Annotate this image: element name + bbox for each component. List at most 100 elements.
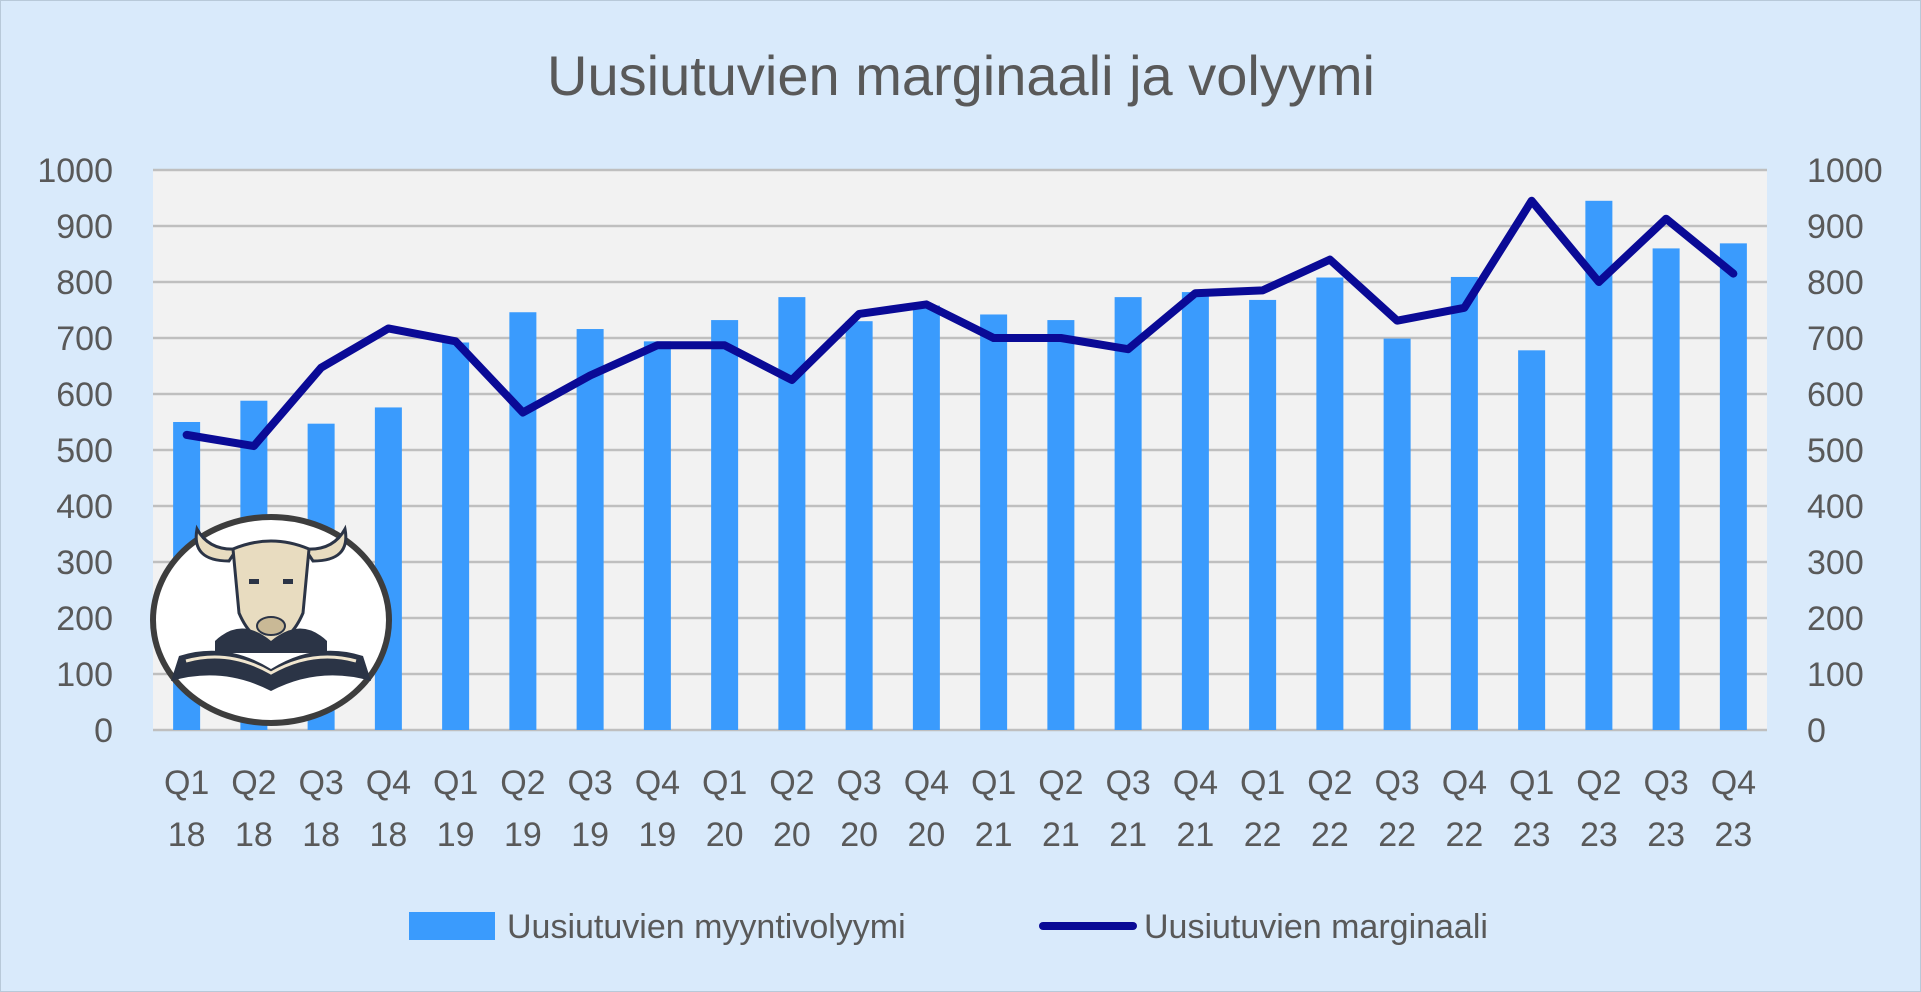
bar	[374, 407, 402, 730]
bull-nose	[256, 616, 286, 636]
chart-title: Uusiutuvien marginaali ja volyymi	[547, 44, 1375, 107]
bar	[1047, 320, 1075, 730]
line-point	[1730, 270, 1737, 277]
x-tick-label-year: 21	[1042, 816, 1080, 854]
bar	[912, 305, 940, 730]
x-tick-label-quarter: Q3	[836, 764, 881, 802]
y-right-tick-label: 0	[1807, 712, 1826, 750]
y-left-tick-label: 900	[56, 208, 113, 246]
bar	[643, 341, 671, 730]
line-point	[856, 310, 863, 317]
legend-swatch-bar	[409, 912, 495, 940]
x-tick-label-year: 23	[1647, 816, 1685, 854]
x-tick-label-quarter: Q3	[1643, 764, 1688, 802]
bar	[1719, 243, 1747, 731]
y-left-tick-label: 0	[94, 712, 113, 750]
y-right-tick-label: 300	[1807, 544, 1864, 582]
y-left-tick-label: 600	[56, 376, 113, 414]
bar	[576, 329, 604, 730]
bar	[845, 321, 873, 730]
bar	[1181, 292, 1209, 730]
x-tick-label-year: 18	[302, 816, 340, 854]
x-tick-label-quarter: Q4	[366, 764, 411, 802]
line-series	[182, 196, 1738, 451]
line-point	[721, 342, 728, 349]
x-tick-label-year: 20	[706, 816, 744, 854]
x-tick-label-quarter: Q1	[164, 764, 209, 802]
bull-eye-left	[249, 579, 259, 584]
bar	[1316, 277, 1344, 730]
y-left-tick-label: 800	[56, 264, 113, 302]
line-point	[587, 372, 594, 379]
x-tick-label-quarter: Q2	[231, 764, 276, 802]
x-tick-label-year: 20	[907, 816, 945, 854]
x-tick-label-year: 22	[1378, 816, 1416, 854]
x-tick-label-quarter: Q3	[298, 764, 343, 802]
line-point	[318, 364, 325, 371]
y-right-tick-label: 100	[1807, 656, 1864, 694]
x-tick-label-quarter: Q2	[1576, 764, 1621, 802]
bull-eye-right	[283, 579, 293, 584]
line-point	[250, 443, 257, 450]
x-tick-label-year: 19	[504, 816, 542, 854]
bull-body	[215, 628, 327, 653]
line-point	[452, 338, 459, 345]
y-left-tick-label: 200	[56, 600, 113, 638]
y-left-tick-label: 1000	[37, 152, 113, 190]
y-left-tick-label: 400	[56, 488, 113, 526]
y-right-tick-label: 500	[1807, 432, 1864, 470]
x-tick-label-quarter: Q4	[1173, 764, 1218, 802]
x-tick-label-year: 18	[369, 816, 407, 854]
line-point	[1259, 287, 1266, 294]
legend: Uusiutuvien myyntivolyymi Uusiutuvien ma…	[409, 908, 1488, 946]
x-tick-label-quarter: Q4	[1711, 764, 1756, 802]
line-point	[923, 301, 930, 308]
x-tick-label-quarter: Q3	[1374, 764, 1419, 802]
y-right-tick-label: 900	[1807, 208, 1864, 246]
line-point	[1057, 335, 1064, 341]
x-tick-label-quarter: Q2	[1038, 764, 1083, 802]
x-tick-label-year: 23	[1513, 816, 1551, 854]
x-tick-label-year: 22	[1311, 816, 1349, 854]
bar	[980, 314, 1008, 730]
line-point	[1663, 215, 1670, 222]
x-tick-label-year: 19	[437, 816, 475, 854]
y-left-tick-label: 300	[56, 544, 113, 582]
bar	[1450, 276, 1478, 730]
line-point	[1461, 304, 1468, 311]
x-tick-label-year: 20	[840, 816, 878, 854]
x-tick-label-year: 19	[638, 816, 676, 854]
y-right-tick-label: 1000	[1807, 152, 1883, 190]
line-path	[182, 196, 1738, 451]
x-tick-label-quarter: Q4	[904, 764, 949, 802]
x-tick-label-year: 19	[571, 816, 609, 854]
x-tick-label-year: 20	[773, 816, 811, 854]
y-left-tick-label: 500	[56, 432, 113, 470]
x-tick-label-quarter: Q1	[1240, 764, 1285, 802]
line-point	[1192, 290, 1199, 297]
x-axis: Q1 18 Q2 18 Q3 18 Q4 18 Q1 19 Q2 19 Q3 19 Q4 19 Q1 20 Q2 20…	[164, 764, 1756, 854]
line-point	[1595, 279, 1602, 285]
horn-left	[194, 524, 240, 563]
line-point	[1125, 346, 1132, 353]
line-point	[654, 342, 661, 349]
bar	[442, 342, 470, 730]
x-tick-label-year: 23	[1580, 816, 1618, 854]
legend-label-margin: Uusiutuvien marginaali	[1144, 908, 1488, 946]
line-point	[385, 325, 392, 332]
x-tick-label-year: 21	[975, 816, 1013, 854]
line-point	[1326, 256, 1333, 263]
line-point	[990, 335, 997, 341]
x-tick-label-quarter: Q3	[567, 764, 612, 802]
book-pages	[185, 655, 357, 675]
bar	[711, 320, 739, 730]
book-shape	[171, 650, 371, 691]
y-right-tick-label: 800	[1807, 264, 1864, 302]
bar	[1114, 297, 1142, 730]
x-tick-label-quarter: Q1	[702, 764, 747, 802]
y-right-tick-label: 200	[1807, 600, 1864, 638]
x-tick-label-quarter: Q4	[1442, 764, 1487, 802]
y-left-tick-label: 700	[56, 320, 113, 358]
x-tick-label-quarter: Q2	[500, 764, 545, 802]
